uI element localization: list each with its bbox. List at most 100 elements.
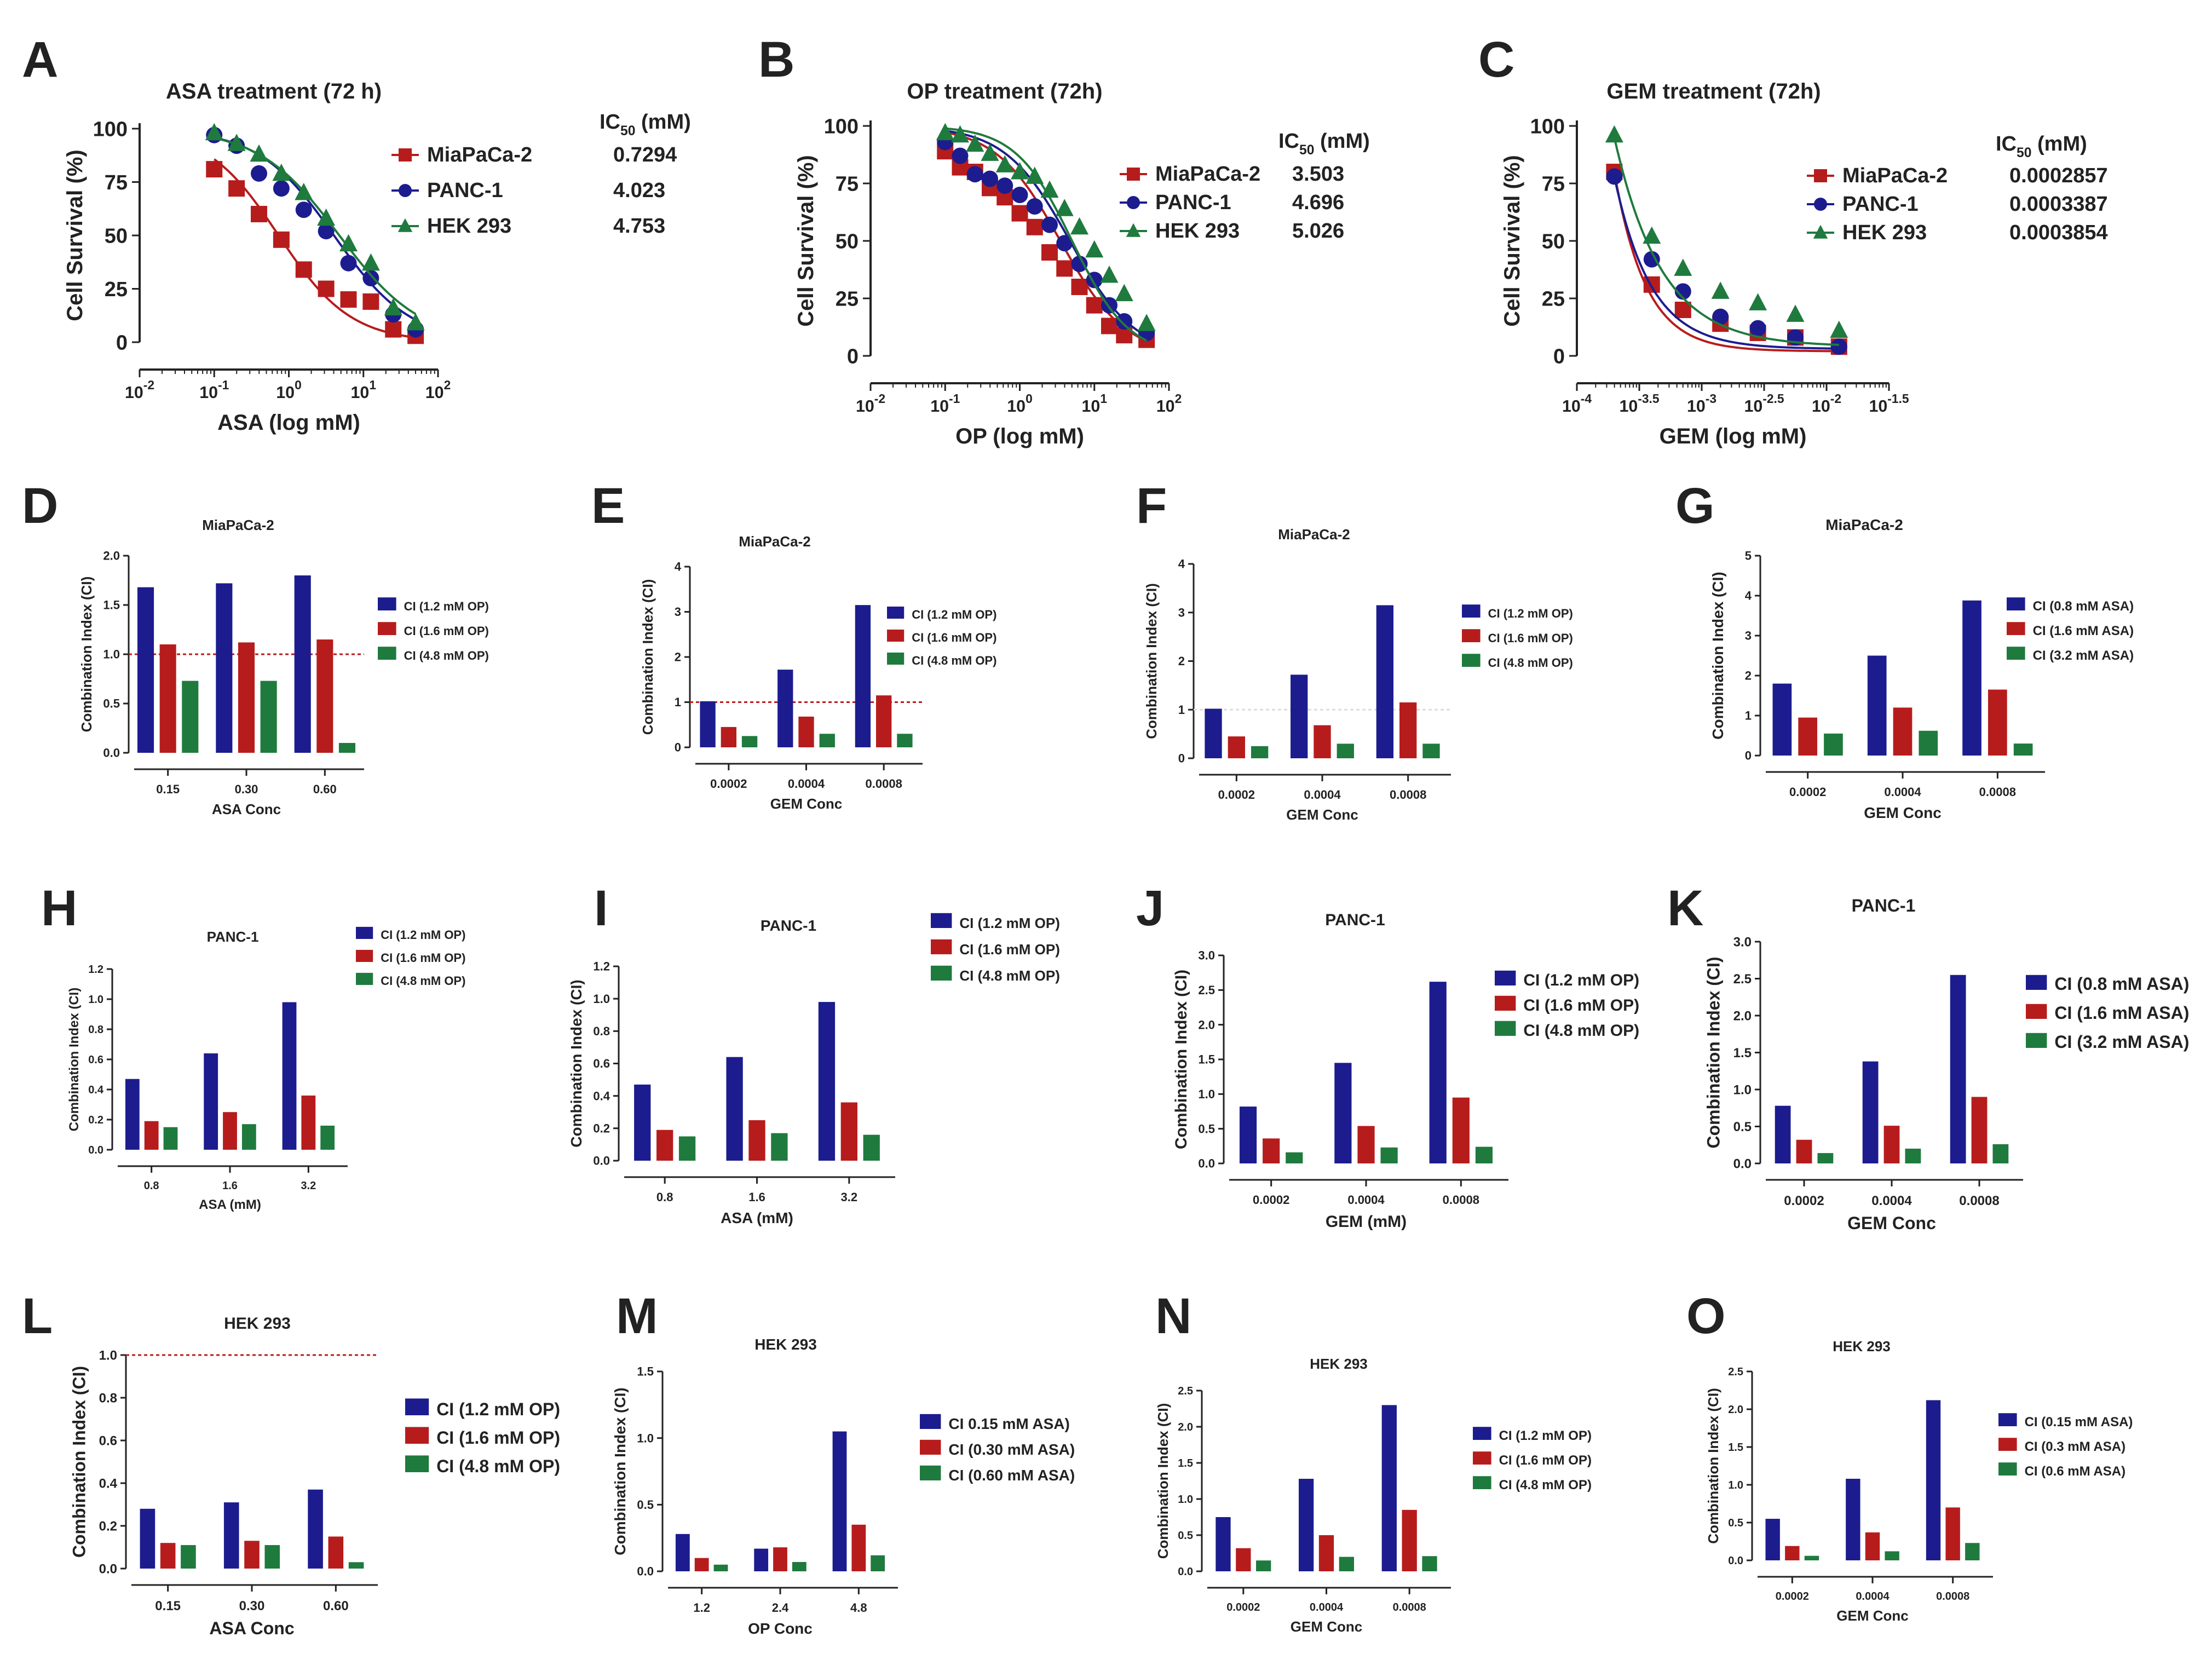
x-tick-label: 0.8 <box>144 1180 159 1192</box>
legend-label: CI (1.6 mM OP) <box>381 951 465 965</box>
y-axis-label: Combination Index (CI) <box>1704 956 1724 1148</box>
bar <box>1865 1532 1880 1560</box>
data-point <box>1137 314 1156 331</box>
y-tick-label: 1.2 <box>593 960 610 973</box>
bar <box>818 1002 836 1161</box>
legend-marker <box>1126 223 1141 237</box>
bar <box>1334 1063 1352 1163</box>
bar <box>125 1079 140 1150</box>
x-tick-label: 0.30 <box>235 782 258 796</box>
legend-swatch <box>2026 1033 2047 1048</box>
bar <box>1785 1546 1800 1560</box>
legend-label: CI (4.8 mM OP) <box>1523 1022 1639 1040</box>
x-tick-label: 10-2 <box>1812 391 1841 416</box>
data-point <box>1643 251 1660 268</box>
data-point <box>295 261 312 278</box>
y-tick-label: 1.0 <box>1733 1082 1752 1097</box>
x-axis-label: GEM Conc <box>770 796 842 812</box>
legend-swatch <box>920 1439 941 1455</box>
x-tick-label: 1.6 <box>222 1180 238 1192</box>
bar <box>140 1508 155 1569</box>
data-point <box>384 298 402 316</box>
x-tick-label: 2.4 <box>772 1601 789 1615</box>
chart-title: GEM treatment (72h) <box>1606 79 1821 103</box>
x-tick-label: 0.0008 <box>1979 785 2016 799</box>
bar <box>1988 689 2007 756</box>
legend-swatch <box>887 606 905 619</box>
bar <box>1314 725 1331 758</box>
data-point <box>1071 279 1088 295</box>
legend-swatch <box>920 1414 941 1429</box>
bar <box>1867 655 1887 756</box>
legend-label: CI (1.6 mM ASA) <box>2033 624 2134 638</box>
bar <box>1339 1557 1355 1571</box>
bar <box>241 1124 256 1150</box>
y-axis-label: Combination Index (CI) <box>1705 1388 1721 1544</box>
data-point <box>339 234 358 252</box>
y-tick-label: 0 <box>116 331 128 354</box>
y-tick-label: 4 <box>675 560 682 574</box>
data-point <box>1100 266 1119 283</box>
y-tick-label: 0.0 <box>593 1154 610 1168</box>
legend-marker <box>1813 224 1828 239</box>
y-tick-label: 0.0 <box>99 1561 117 1576</box>
bar <box>1765 1519 1780 1560</box>
x-axis-label: OP (log mM) <box>955 424 1084 448</box>
legend-swatch <box>931 965 952 981</box>
bar <box>1945 1507 1960 1560</box>
y-tick-label: 1 <box>1178 703 1185 717</box>
y-tick-label: 3.0 <box>1733 935 1752 949</box>
bar <box>1337 743 1354 758</box>
data-point <box>295 201 312 218</box>
y-tick-label: 0 <box>1745 749 1752 763</box>
chart-title: MiaPaCa-2 <box>1278 526 1350 543</box>
bar <box>260 681 277 753</box>
y-tick-label: 1.2 <box>88 964 103 976</box>
chart-title: OP treatment (72h) <box>907 79 1102 103</box>
x-tick-label: 0.0008 <box>1443 1193 1479 1207</box>
ic50-value: 4.753 <box>613 215 665 238</box>
bar <box>320 1126 335 1150</box>
bar <box>1824 733 1843 756</box>
y-tick-label: 0.0 <box>637 1565 654 1578</box>
legend-label: CI (4.8 mM OP) <box>381 974 465 988</box>
panel-label: O <box>1686 1288 1726 1344</box>
bar <box>694 1558 709 1571</box>
legend-label: CI (1.2 mM OP) <box>912 608 996 621</box>
y-tick-label: 4 <box>1745 589 1752 603</box>
x-tick-label: 4.8 <box>850 1601 867 1615</box>
legend-label: CI (0.3 mM ASA) <box>2025 1439 2125 1454</box>
bar <box>1926 1400 1941 1560</box>
legend-marker <box>1127 168 1140 181</box>
legend-swatch <box>378 647 396 660</box>
data-point <box>966 166 983 183</box>
bar <box>182 681 199 753</box>
panel-E: E MiaPaCa-2 0 1 2 3 4 0.0002 0.0004 0.0008 GEM Con… <box>591 478 996 812</box>
ic50-header: IC50 (mM) <box>1996 132 2087 160</box>
panel-O: O HEK 293 0.0 0.5 1.0 1.5 2.0 2.5 0.0002 0.0004 0.… <box>1686 1288 2133 1624</box>
y-tick-label: 0.0 <box>1733 1156 1752 1171</box>
y-tick-label: 1 <box>1745 709 1752 723</box>
data-point <box>1040 180 1059 198</box>
legend-label: CI (1.2 mM OP) <box>959 915 1059 931</box>
y-tick-label: 0.5 <box>103 697 120 711</box>
y-axis-label: Cell Survival (%) <box>794 155 818 326</box>
data-point <box>273 231 290 248</box>
bar <box>1862 1061 1879 1163</box>
legend-swatch <box>1998 1413 2017 1426</box>
data-point <box>1830 338 1847 355</box>
fit-curve-2 <box>1613 137 1839 346</box>
legend-label: CI (1.6 mM OP) <box>1488 631 1573 645</box>
x-tick-label: 0.0008 <box>1959 1194 1999 1208</box>
fit-curve-1 <box>214 136 417 321</box>
y-tick-label: 0 <box>847 345 859 368</box>
bar <box>748 1120 765 1161</box>
y-axis-label: Combination Index (CI) <box>78 577 95 733</box>
y-tick-label: 1.0 <box>1178 1494 1193 1506</box>
y-tick-label: 100 <box>1530 115 1565 138</box>
panel-label: D <box>22 478 58 534</box>
x-tick-label: 1.2 <box>693 1601 710 1615</box>
x-axis-label: ASA (mM) <box>199 1197 261 1212</box>
bar <box>1286 1152 1303 1163</box>
x-tick-label: 1.6 <box>748 1190 765 1204</box>
